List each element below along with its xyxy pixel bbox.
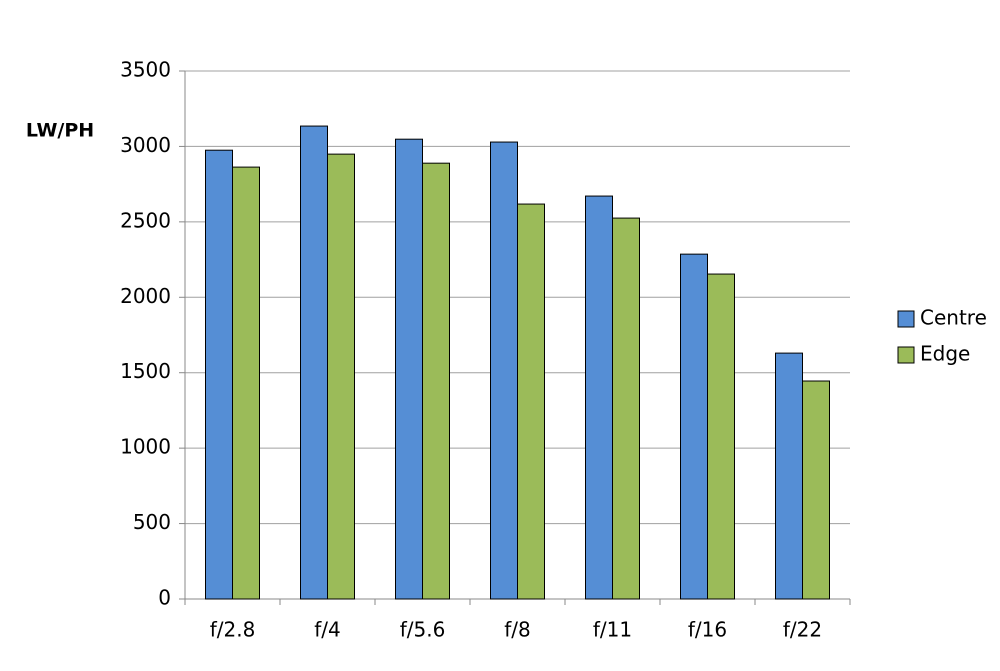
bar [517, 203, 545, 600]
y-tick-label: 0 [158, 586, 171, 610]
legend-swatch [897, 310, 915, 328]
bar [680, 253, 708, 600]
bar [707, 273, 735, 600]
bar [205, 149, 233, 600]
y-tick-label: 1000 [120, 435, 171, 459]
y-tick-label: 3000 [120, 133, 171, 157]
bar [422, 162, 450, 600]
bar [232, 166, 260, 600]
y-tick-label: 2000 [120, 284, 171, 308]
legend-swatch [897, 346, 915, 364]
bar [612, 217, 640, 600]
y-tick-label: 2500 [120, 208, 171, 232]
bar [490, 141, 518, 600]
x-tick-label: f/22 [783, 618, 822, 642]
bar [775, 352, 803, 600]
legend-label: Edge [920, 342, 970, 366]
x-tick-label: f/11 [593, 618, 632, 642]
x-tick-label: f/5.6 [400, 618, 446, 642]
x-tick-label: f/8 [504, 618, 531, 642]
x-tick-label: f/2.8 [210, 618, 256, 642]
bar [585, 195, 613, 600]
bar [300, 125, 328, 600]
y-axis-label: LW/PH [26, 120, 94, 142]
y-tick-label: 500 [133, 510, 171, 534]
bar [327, 153, 355, 600]
bar [802, 380, 830, 600]
bar [395, 138, 423, 600]
y-tick-label: 1500 [120, 359, 171, 383]
legend-label: Centre [920, 306, 987, 330]
y-tick-label: 3500 [120, 58, 171, 82]
x-tick-label: f/4 [314, 618, 341, 642]
x-tick-label: f/16 [688, 618, 727, 642]
